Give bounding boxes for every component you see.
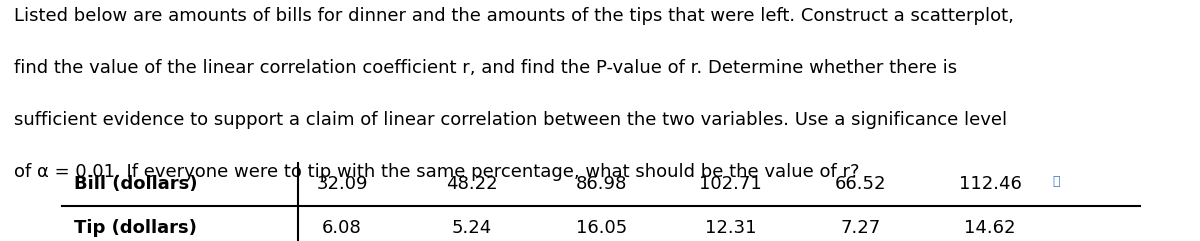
Text: 12.31: 12.31 [706,219,756,237]
Text: 66.52: 66.52 [835,175,886,193]
Text: 5.24: 5.24 [451,219,492,237]
Text: ⧈: ⧈ [1052,175,1060,188]
Text: Bill (dollars): Bill (dollars) [74,175,198,193]
Text: 16.05: 16.05 [576,219,626,237]
Text: 48.22: 48.22 [445,175,498,193]
Text: find the value of the linear correlation coefficient r, and find the P-value of : find the value of the linear correlation… [14,59,958,77]
Text: of α = 0.01. If everyone were to tip with the same percentage, what should be th: of α = 0.01. If everyone were to tip wit… [14,163,860,181]
Text: 6.08: 6.08 [322,219,362,237]
Text: Tip (dollars): Tip (dollars) [74,219,197,237]
Text: 86.98: 86.98 [576,175,626,193]
Text: 32.09: 32.09 [317,175,367,193]
Text: sufficient evidence to support a claim of linear correlation between the two var: sufficient evidence to support a claim o… [14,111,1008,129]
Text: Listed below are amounts of bills for dinner and the amounts of the tips that we: Listed below are amounts of bills for di… [14,7,1014,25]
Text: 102.71: 102.71 [700,175,762,193]
Text: 7.27: 7.27 [840,219,881,237]
Text: 112.46: 112.46 [959,175,1021,193]
Text: 14.62: 14.62 [965,219,1015,237]
